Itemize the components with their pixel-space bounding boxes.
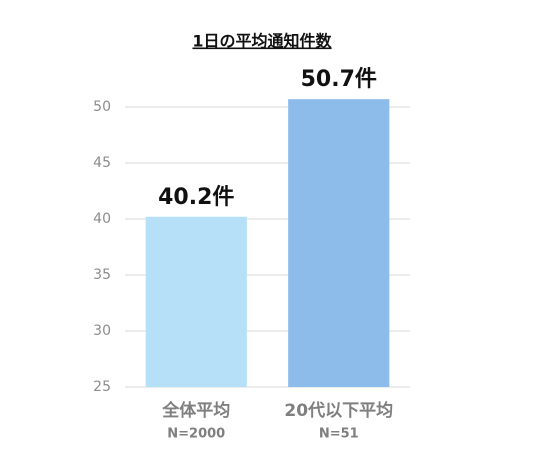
y-tick-label: 35 xyxy=(93,267,111,283)
sample-size: N=2000 xyxy=(167,427,225,442)
bar xyxy=(288,99,390,387)
value-label: 40.2件 xyxy=(158,185,234,210)
y-tick-label: 30 xyxy=(93,323,111,339)
y-tick-label: 45 xyxy=(93,155,111,171)
chart-title: 1日の平均通知件数 xyxy=(192,32,332,51)
sample-size: N=51 xyxy=(319,427,359,442)
x-tick-label: 20代以下平均 xyxy=(284,400,393,421)
x-tick-label: 全体平均 xyxy=(161,400,230,421)
y-tick-label: 50 xyxy=(93,99,111,115)
y-tick-label: 40 xyxy=(93,211,111,227)
value-label: 50.7件 xyxy=(301,67,377,92)
bar xyxy=(145,216,247,387)
y-tick-label: 25 xyxy=(93,379,111,395)
